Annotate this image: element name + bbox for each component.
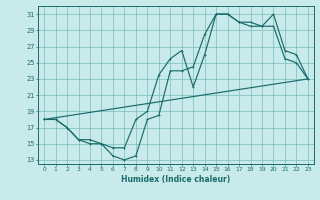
X-axis label: Humidex (Indice chaleur): Humidex (Indice chaleur) [121, 175, 231, 184]
